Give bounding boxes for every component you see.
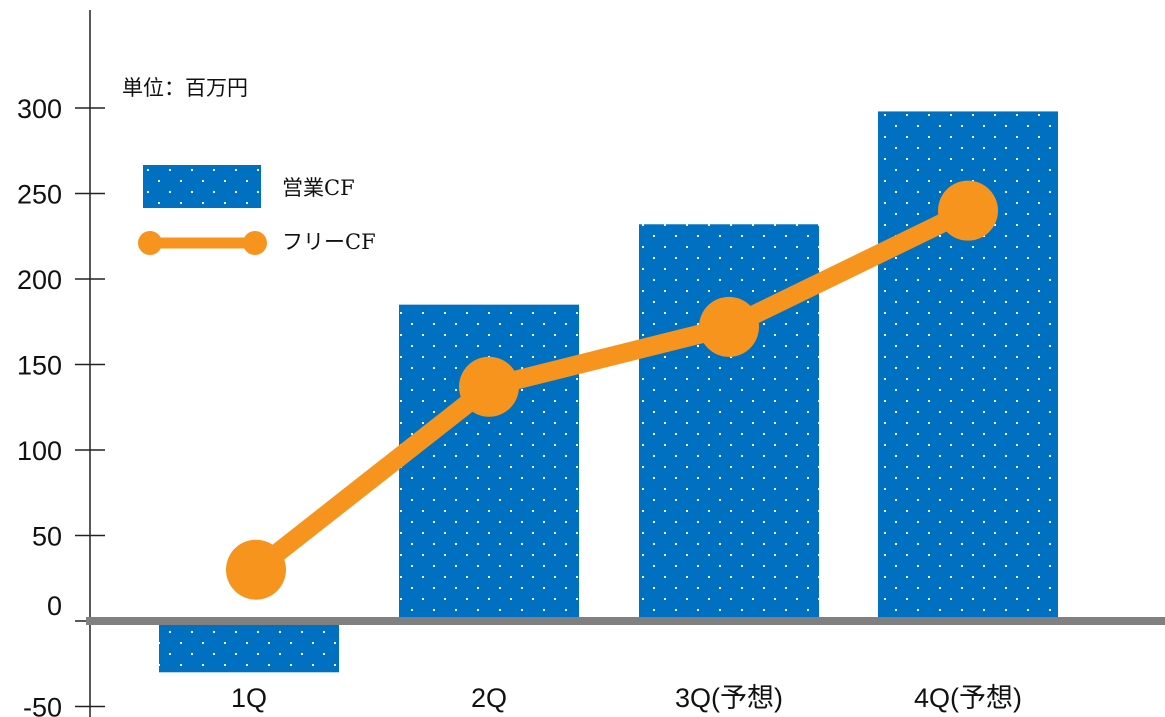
y-tick-label: 100: [17, 436, 62, 466]
y-tick-label: 200: [17, 265, 62, 295]
y-tick-label: 50: [32, 522, 62, 552]
free-cf-point: [938, 180, 998, 241]
bar-operating-cf: [399, 304, 579, 621]
y-axis-ticks: -50 0 50 100 150 200 250 300: [17, 94, 105, 717]
y-tick-label: 150: [17, 351, 62, 381]
unit-note: 単位：百万円: [122, 76, 248, 100]
free-cf-point: [459, 356, 519, 417]
legend-swatch-operating-cf: [143, 165, 261, 208]
y-tick-label: 0: [47, 591, 62, 621]
free-cf-line: [250, 202, 973, 578]
x-axis-category-labels: 1Q 2Q 3Q(予想) 4Q(予想): [231, 683, 1022, 713]
bar-operating-cf: [639, 224, 819, 621]
x-category-label: 4Q(予想): [914, 683, 1022, 713]
legend-swatch-free-cf-marker-left: [138, 231, 162, 255]
y-tick-label: 250: [17, 180, 62, 210]
legend-label-free-cf: フリーCF: [282, 230, 376, 254]
legend-label-operating-cf: 営業CF: [282, 176, 355, 200]
line-series-free-cf: [226, 180, 998, 600]
x-category-label: 2Q: [471, 683, 507, 713]
free-cf-point: [226, 539, 286, 600]
y-tick-label: -50: [23, 693, 62, 717]
free-cf-point: [699, 296, 759, 357]
legend-swatch-free-cf-marker-right: [243, 231, 267, 255]
y-tick-label: 300: [17, 94, 62, 124]
bar-series-operating-cf: [159, 111, 1058, 673]
x-category-label: 3Q(予想): [675, 683, 783, 713]
legend: 営業CF フリーCF: [138, 165, 376, 255]
x-category-label: 1Q: [231, 683, 267, 713]
zero-baseline: [86, 617, 1165, 625]
bar-operating-cf: [159, 621, 339, 673]
